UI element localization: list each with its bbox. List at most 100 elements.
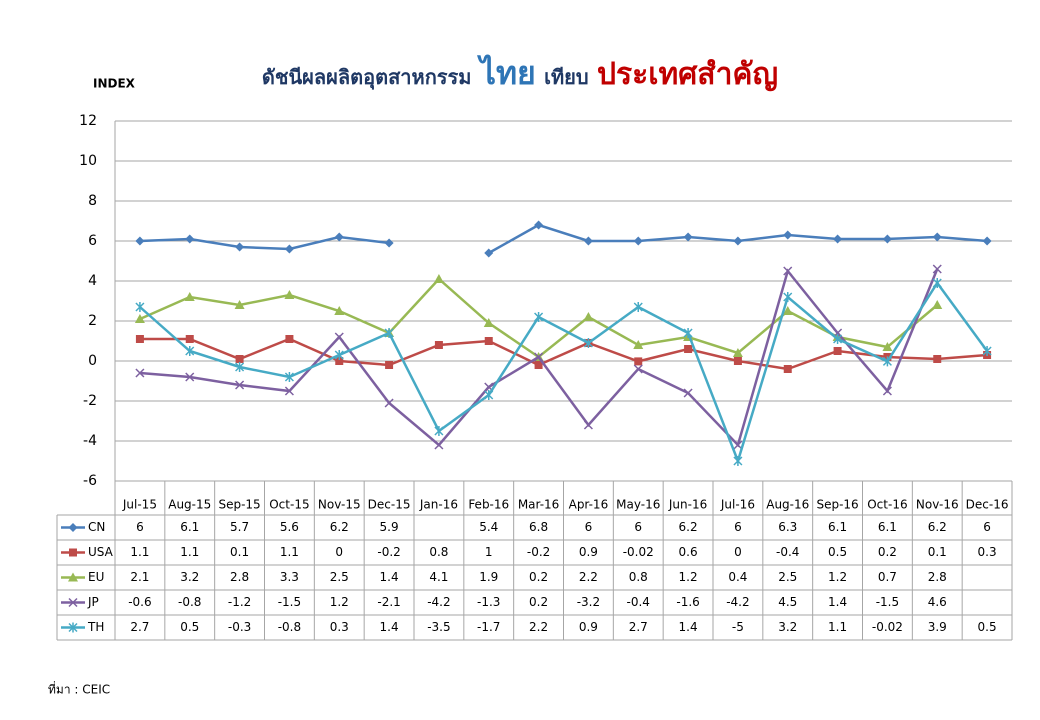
table-cell: 4.6: [928, 595, 947, 609]
table-cell: 1.2: [679, 570, 698, 584]
marker: [484, 337, 493, 345]
marker: [683, 328, 693, 338]
table-cell: -1.7: [477, 620, 500, 634]
marker: [882, 356, 892, 367]
x-tick-label: Nov-16: [916, 498, 959, 512]
y-tick-label: 0: [88, 353, 97, 369]
table-cell: 2.2: [579, 570, 598, 584]
marker: [882, 386, 892, 396]
table-cell: -4.2: [427, 595, 450, 609]
marker: [633, 364, 643, 374]
marker: [235, 242, 245, 252]
table-cell: -1.3: [477, 595, 500, 609]
table-cell: -3.2: [577, 595, 600, 609]
table-cell: 1.4: [828, 595, 847, 609]
legend-label: EU: [88, 570, 104, 584]
table-cell: 0.1: [928, 545, 947, 559]
marker: [334, 306, 345, 315]
table-cell: 0.5: [978, 620, 997, 634]
x-tick-label: Sep-16: [816, 498, 858, 512]
table-cell: 0.8: [429, 545, 448, 559]
table-cell: 0.5: [828, 545, 847, 559]
marker: [68, 597, 78, 608]
title-part: ไทย: [479, 54, 536, 92]
table-cell: 2.7: [130, 620, 149, 634]
marker: [235, 362, 245, 372]
series-line: [139, 280, 989, 465]
table-cell: -1.6: [676, 595, 699, 609]
marker: [434, 341, 443, 349]
legend-label: USA: [88, 545, 114, 559]
table-cell: 6.2: [679, 520, 698, 534]
marker: [284, 244, 294, 254]
x-tick-label: Nov-15: [318, 498, 361, 512]
marker: [932, 300, 943, 309]
marker: [583, 236, 593, 246]
marker: [484, 390, 494, 400]
y-tick-label: 4: [88, 273, 97, 289]
x-tick-label: Oct-15: [269, 498, 309, 512]
marker: [235, 380, 245, 390]
y-axis-label: INDEX: [93, 77, 136, 91]
table-cell: 1.1: [130, 545, 149, 559]
marker: [69, 548, 77, 557]
marker: [534, 352, 544, 362]
table-cell: 5.9: [380, 520, 399, 534]
x-tick-label: Sep-15: [218, 498, 260, 512]
table-cell: 0.9: [579, 620, 598, 634]
table-cell: 2.7: [629, 620, 648, 634]
marker: [634, 357, 643, 366]
table-cell: 5.4: [479, 520, 498, 534]
marker: [334, 350, 344, 360]
marker: [683, 388, 693, 398]
table-cell: 2.2: [529, 620, 548, 634]
marker: [932, 264, 942, 274]
table-cell: -5: [732, 620, 744, 634]
marker: [932, 278, 942, 288]
y-tick-label: -4: [83, 433, 97, 449]
x-tick-label: May-16: [616, 498, 660, 512]
table-cell: 6: [585, 520, 593, 534]
marker: [633, 302, 643, 312]
marker: [185, 372, 195, 382]
marker: [733, 357, 742, 365]
marker: [234, 300, 245, 309]
table-cell: 1.1: [280, 545, 299, 559]
marker: [833, 234, 843, 244]
marker: [384, 328, 394, 338]
marker: [833, 334, 843, 344]
marker: [783, 230, 793, 240]
x-tick-label: Jul-16: [720, 498, 755, 512]
marker: [732, 348, 743, 357]
title-part: ดัชนีผลผลิตอุตสาหกรรม: [261, 65, 472, 89]
y-tick-label: 2: [88, 313, 97, 329]
marker: [882, 342, 893, 351]
table-cell: -0.02: [623, 545, 654, 559]
table-cell: 6.1: [180, 520, 199, 534]
table-cell: 6: [634, 520, 642, 534]
x-tick-label: Apr-16: [569, 498, 609, 512]
marker: [284, 386, 294, 396]
marker: [783, 266, 793, 276]
marker: [783, 365, 792, 373]
table-cell: 0.9: [579, 545, 598, 559]
y-tick-label: 10: [79, 153, 97, 169]
marker: [484, 248, 494, 258]
marker: [335, 357, 344, 365]
x-tick-label: Aug-16: [766, 498, 809, 512]
marker: [284, 372, 294, 382]
marker: [184, 292, 195, 301]
table-cell: 6.1: [828, 520, 847, 534]
legend-label: CN: [88, 520, 105, 534]
marker: [733, 440, 743, 450]
table-cell: 1.2: [828, 570, 847, 584]
marker: [583, 420, 593, 430]
table-cell: 6.8: [529, 520, 548, 534]
title-part: ประเทศสำคัญ: [596, 57, 779, 92]
table-cell: 1.4: [679, 620, 698, 634]
marker: [683, 232, 693, 242]
y-tick-label: 8: [88, 193, 97, 209]
marker: [733, 236, 743, 246]
table-cell: 6.2: [928, 520, 947, 534]
table-cell: 0.7: [878, 570, 897, 584]
